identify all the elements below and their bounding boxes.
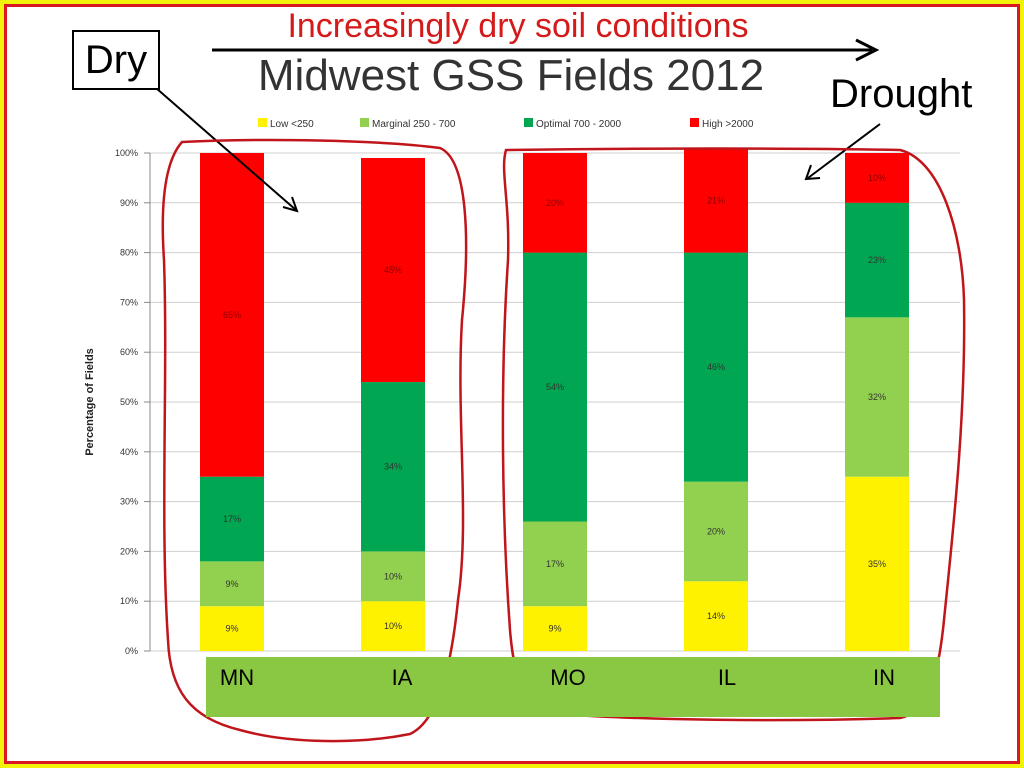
data-label-mn-low: 9%: [225, 624, 238, 634]
drought-label: Drought: [830, 72, 973, 116]
bar-segment-mn-marginal: [200, 561, 264, 607]
drought-pointer-arrow-head: [804, 164, 821, 181]
legend-swatch-marginal: [360, 118, 369, 127]
data-labels: 9% 9% 17% 65% 10% 10% 34% 45% 9% 17% 54% 20% 14% 20% 4…: [223, 173, 886, 634]
category-label-mo: MO: [550, 665, 586, 690]
data-label-mo-optimal: 54%: [546, 382, 564, 392]
bar-segment-in-marginal: [845, 317, 909, 477]
data-label-ia-optimal: 34%: [384, 462, 402, 472]
legend-label-low: Low <250: [270, 119, 314, 130]
y-axis-ticks: 0% 10% 20% 30% 40% 50% 60% 70% 80% 90% 100%: [115, 148, 151, 656]
legend-swatch-optimal: [524, 118, 533, 127]
y-tick-label: 20%: [120, 546, 138, 556]
bar-segment-in-high: [845, 153, 909, 203]
bar-segment-mo-optimal: [523, 252, 587, 522]
chart-title: Midwest GSS Fields 2012: [257, 51, 765, 100]
dry-pointer-arrow: [155, 87, 297, 211]
bar-segment-il-low: [684, 581, 748, 651]
y-tick-label: 0%: [125, 646, 138, 656]
category-label-ia: IA: [391, 665, 413, 690]
bar-segment-mn-high: [200, 153, 264, 477]
dry-label: Dry: [72, 30, 160, 90]
y-tick-label: 40%: [120, 447, 138, 457]
data-label-mn-marginal: 9%: [225, 579, 238, 589]
data-label-in-high: 10%: [868, 173, 886, 183]
y-tick-label: 10%: [120, 596, 138, 606]
data-label-mo-marginal: 17%: [546, 559, 564, 569]
category-band: [206, 657, 940, 717]
bar-segment-mo-marginal: [523, 521, 587, 607]
bar-segment-mo-low: [523, 606, 587, 651]
bar-segment-mn-optimal: [200, 476, 264, 562]
bar-segment-ia-high: [361, 157, 425, 383]
bar-segment-mo-high: [523, 153, 587, 253]
dry-conditions-caption: Increasingly dry soil conditions: [287, 7, 749, 45]
data-label-il-marginal: 20%: [707, 526, 725, 536]
y-tick-label: 50%: [120, 397, 138, 407]
bar-segment-ia-optimal: [361, 382, 425, 552]
drought-pointer-arrow: [807, 123, 881, 179]
data-label-ia-low: 10%: [384, 621, 402, 631]
data-label-mo-low: 9%: [548, 624, 561, 634]
data-label-in-optimal: 23%: [868, 255, 886, 265]
y-tick-label: 70%: [120, 297, 138, 307]
y-tick-label: 30%: [120, 497, 138, 507]
legend-label-marginal: Marginal 250 - 700: [372, 119, 456, 130]
data-label-il-high: 21%: [707, 195, 725, 205]
y-tick-label: 60%: [120, 347, 138, 357]
data-label-il-low: 14%: [707, 611, 725, 621]
data-label-ia-high: 45%: [384, 265, 402, 275]
bar-segment-il-marginal: [684, 481, 748, 582]
legend-label-high: High >2000: [702, 119, 754, 130]
bar-segment-mn-low: [200, 606, 264, 651]
data-label-ia-marginal: 10%: [384, 571, 402, 581]
bar-segment-il-high: [684, 148, 748, 253]
category-label-in: IN: [873, 665, 895, 690]
data-label-in-marginal: 32%: [868, 392, 886, 402]
data-label-mn-optimal: 17%: [223, 514, 241, 524]
direction-arrow-head: [855, 38, 880, 62]
bar-group: [200, 148, 909, 651]
dry-group-loop: [161, 138, 468, 743]
data-label-in-low: 35%: [868, 559, 886, 569]
category-label-il: IL: [717, 665, 737, 690]
data-label-mn-high: 65%: [223, 310, 241, 320]
bar-segment-in-optimal: [845, 202, 909, 318]
bar-segment-in-low: [845, 476, 909, 651]
data-label-mo-high: 20%: [546, 198, 564, 208]
y-tick-label: 90%: [120, 198, 138, 208]
legend: Low <250 Marginal 250 - 700 Optimal 700 - …: [258, 118, 754, 130]
legend-swatch-low: [258, 118, 267, 127]
category-label-mn: MN: [219, 665, 255, 690]
legend-swatch-high: [690, 118, 699, 127]
data-label-il-optimal: 46%: [707, 362, 725, 372]
legend-label-optimal: Optimal 700 - 2000: [536, 119, 621, 130]
bar-segment-ia-marginal: [361, 551, 425, 602]
y-axis-label: Percentage of Fields: [84, 348, 96, 456]
y-tick-label: 80%: [120, 248, 138, 258]
bar-segment-il-optimal: [684, 252, 748, 482]
dry-pointer-arrow-head: [282, 196, 299, 213]
bar-segment-ia-low: [361, 601, 425, 651]
y-tick-label: 100%: [115, 148, 138, 158]
